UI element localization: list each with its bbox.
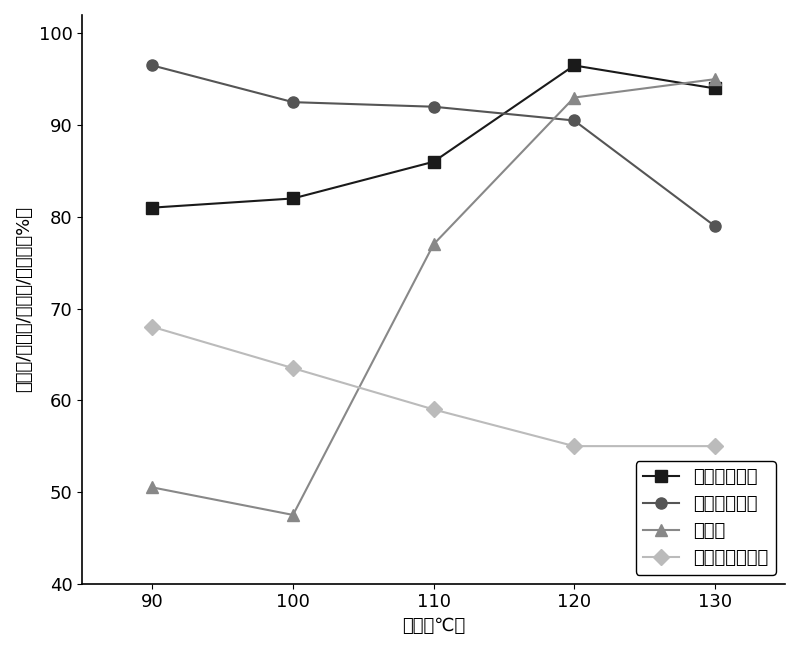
纤维素回收率 bbox=[429, 103, 438, 111]
糖化率 bbox=[710, 75, 719, 83]
Line: 纤维素的结晶度: 纤维素的结晶度 bbox=[147, 321, 720, 452]
纤维素的结晶度 bbox=[288, 364, 298, 372]
木质素去除率 bbox=[570, 62, 579, 70]
X-axis label: 温度（℃）: 温度（℃） bbox=[402, 617, 466, 635]
Line: 糖化率: 糖化率 bbox=[147, 73, 720, 521]
木质素去除率 bbox=[148, 203, 158, 211]
糖化率 bbox=[570, 94, 579, 101]
木质素去除率 bbox=[288, 194, 298, 202]
纤维素回收率 bbox=[288, 98, 298, 106]
糖化率 bbox=[288, 511, 298, 519]
Line: 木质素去除率: 木质素去除率 bbox=[147, 60, 720, 213]
Legend: 木质素去除率, 纤维素回收率, 糖化率, 纤维素的结晶度: 木质素去除率, 纤维素回收率, 糖化率, 纤维素的结晶度 bbox=[636, 461, 776, 575]
Y-axis label: 去除率/回收率/糖化率/结晶度（%）: 去除率/回收率/糖化率/结晶度（%） bbox=[15, 206, 33, 393]
纤维素回收率 bbox=[148, 62, 158, 70]
木质素去除率 bbox=[710, 84, 719, 92]
木质素去除率 bbox=[429, 158, 438, 166]
糖化率 bbox=[429, 240, 438, 248]
Line: 纤维素回收率: 纤维素回收率 bbox=[147, 60, 720, 231]
纤维素的结晶度 bbox=[148, 323, 158, 331]
纤维素的结晶度 bbox=[710, 442, 719, 450]
纤维素的结晶度 bbox=[570, 442, 579, 450]
纤维素的结晶度 bbox=[429, 406, 438, 413]
纤维素回收率 bbox=[710, 222, 719, 230]
糖化率 bbox=[148, 484, 158, 491]
纤维素回收率 bbox=[570, 116, 579, 124]
